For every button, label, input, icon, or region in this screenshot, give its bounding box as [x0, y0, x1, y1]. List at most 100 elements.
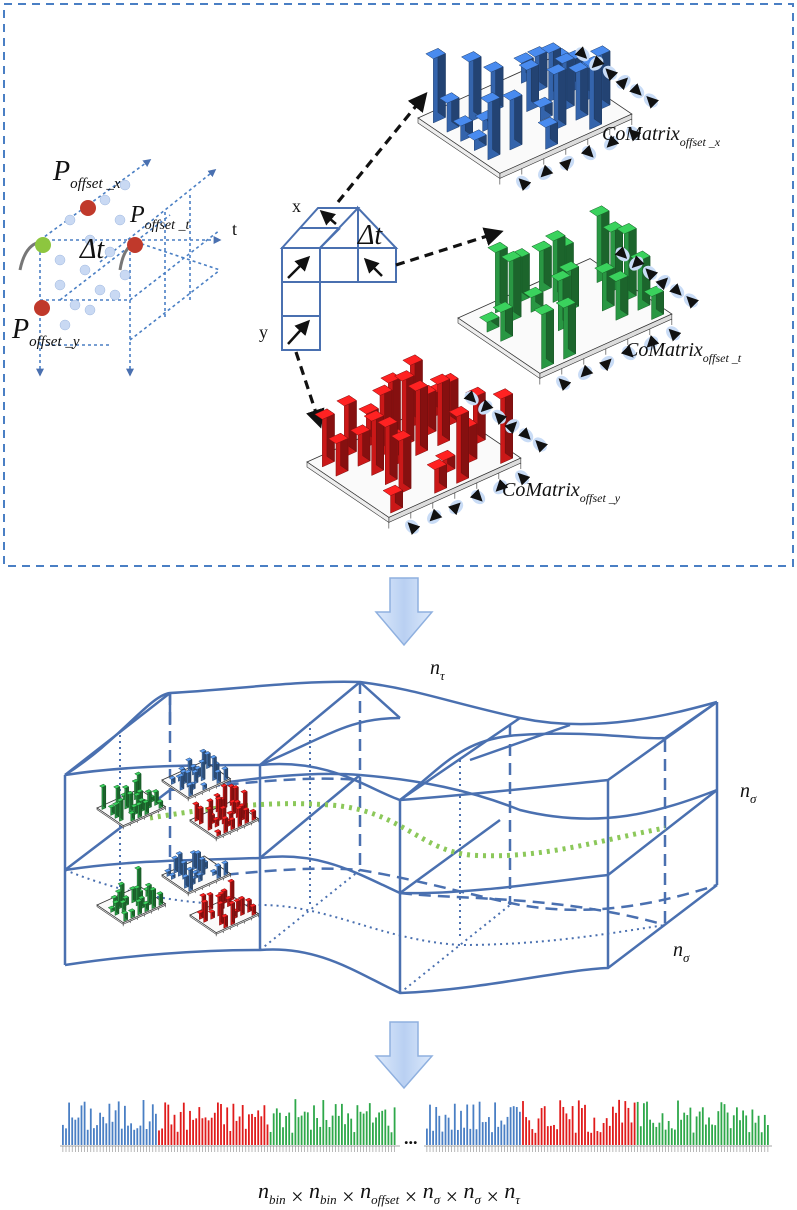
histogram-bin [714, 1125, 717, 1145]
label-p-offset-t: Poffset _t [129, 202, 191, 233]
histogram-bin [692, 1132, 695, 1145]
matrix-bar [198, 856, 206, 877]
histogram-bin [198, 1107, 201, 1145]
histogram-bin [74, 1119, 77, 1145]
histogram-bin [488, 1117, 490, 1145]
matrix-bar [116, 797, 124, 822]
matrix-bar [141, 799, 150, 816]
histogram-bin [86, 1129, 89, 1145]
histogram-bin [235, 1120, 238, 1145]
histogram-bin [124, 1105, 126, 1145]
matrix-bar [107, 905, 116, 913]
histogram-bin [213, 1112, 216, 1145]
comatrix-offset-x [417, 42, 660, 192]
matrix-bar [213, 863, 222, 880]
histogram-bin [463, 1127, 465, 1145]
matrix-bar [196, 909, 204, 920]
histogram-bin [102, 1116, 105, 1145]
formula-operator: × [440, 1184, 463, 1209]
histogram-bin [158, 1130, 160, 1145]
histogram-bin [251, 1113, 253, 1145]
label-grid-x: x [292, 196, 301, 216]
histogram-bin [497, 1126, 500, 1145]
label-comatrix-offset-y: CoMatrixoffset _y [502, 479, 621, 505]
histogram-bin [99, 1112, 101, 1145]
formula-operator: × [481, 1184, 504, 1209]
formula-operator: × [337, 1184, 360, 1209]
matrix-bar [241, 806, 250, 825]
matrix-bar [220, 913, 229, 929]
dimension-formula: nbin × nbin × noffset × nσ × nσ × nτ [258, 1178, 521, 1209]
histogram-bin [432, 1130, 434, 1145]
histogram-bin [667, 1120, 670, 1145]
point-offset-y [34, 300, 50, 316]
histogram-bin [757, 1115, 760, 1145]
histogram-bin [503, 1124, 506, 1145]
matrix-bar [425, 47, 446, 124]
matrix-bar [203, 750, 211, 770]
formula-term-base: n [309, 1178, 320, 1203]
histogram-bin [602, 1122, 605, 1145]
matrix-bar [148, 886, 157, 910]
matrix-bar [191, 769, 199, 785]
histogram-bin [472, 1104, 475, 1145]
histogram-bin [546, 1126, 549, 1145]
offset-arrow-icon [604, 135, 620, 151]
matrix-bar [607, 270, 629, 321]
histogram-bin [313, 1105, 315, 1145]
histogram-bin [238, 1116, 241, 1145]
label-delta-t-grid: Δt [357, 220, 383, 251]
histogram-bin [282, 1127, 284, 1145]
offset-arrow-icon [629, 255, 645, 271]
matrix-bar [426, 458, 448, 494]
matrix-bar [390, 430, 412, 495]
offset-arrow-icon [642, 265, 659, 281]
formula-term-base: n [504, 1178, 515, 1203]
histogram-bin [337, 1115, 340, 1145]
histogram-bin [226, 1107, 229, 1145]
histogram-bin [362, 1113, 365, 1145]
matrix-bar [220, 783, 228, 810]
histogram-bin [553, 1124, 555, 1145]
histogram-bin [639, 1126, 642, 1145]
histogram-bin [630, 1122, 633, 1145]
histogram-bin [506, 1116, 509, 1145]
histogram-bin [509, 1107, 512, 1145]
histogram-bin [375, 1117, 377, 1145]
histogram-bin [381, 1110, 384, 1145]
offset-arrow-icon [493, 479, 509, 495]
flow-arrow-down-1 [374, 577, 434, 647]
matrix-bar [119, 899, 127, 913]
histogram-bin [229, 1130, 232, 1145]
matrix-bar [107, 804, 116, 816]
histogram-bin [596, 1131, 599, 1145]
histogram-bin [649, 1119, 651, 1145]
offset-arrow-icon [683, 293, 700, 309]
formula-operator: × [399, 1184, 422, 1209]
histogram-bin [244, 1128, 247, 1145]
histogram-bin [745, 1115, 748, 1145]
concatenated-histogram [60, 1099, 772, 1152]
matrix-bar [112, 801, 120, 819]
matrix-bar [377, 416, 398, 486]
matrix-bar [448, 405, 470, 484]
label-p-offset-y: Poffset _y [11, 314, 80, 350]
matrix-bar [134, 865, 142, 892]
formula-term-sub: σ [434, 1192, 441, 1207]
matrix-bar [522, 286, 544, 313]
histogram-bin [453, 1103, 456, 1145]
formula-term-base: n [258, 1178, 269, 1203]
label-ellipsis: ... [404, 1128, 418, 1148]
histogram-bin [556, 1129, 558, 1145]
matrix-bar [209, 868, 217, 877]
matrix-bar [227, 878, 235, 902]
histogram-bin [316, 1118, 318, 1145]
histogram-bin [117, 1101, 120, 1145]
histogram-bin [720, 1102, 723, 1145]
histogram-bin [751, 1109, 754, 1145]
mini-comatrix-groups [96, 748, 260, 937]
offset-arrow-icon [517, 427, 534, 443]
histogram-bin [71, 1117, 74, 1145]
label-comatrix-offset-t: CoMatrixoffset _t [625, 339, 742, 365]
matrix-bar [134, 801, 143, 819]
